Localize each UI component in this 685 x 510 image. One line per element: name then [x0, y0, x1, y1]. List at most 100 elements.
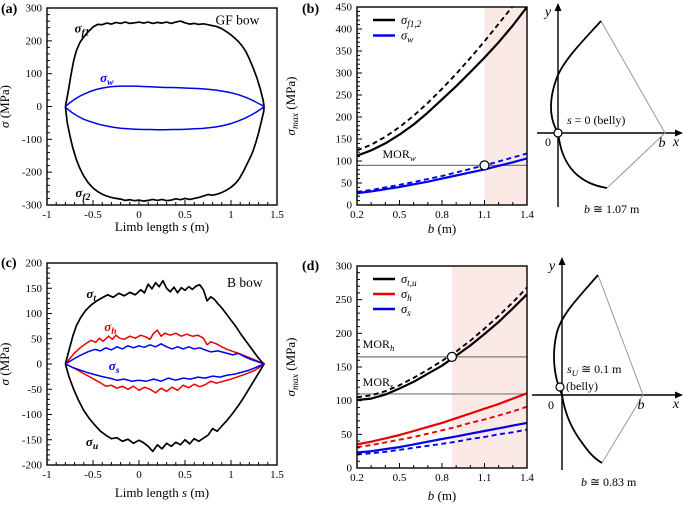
y-tick-label: 0: [37, 101, 43, 113]
panel-a: -1 -0.5 0 0.5 1 1.5 -300 -200 -100 0 100 200 300 Limb…: [0, 3, 284, 235]
y-axis-arrow: [554, 3, 562, 11]
annotation-1: σw: [100, 70, 114, 88]
origin-label: 0: [545, 135, 551, 149]
panel-c: -1 -0.5 0 0.5 1 1.5 -200 -150 -100 -50 0 50 100 150 20…: [0, 258, 284, 501]
panel-b: MORw 0.2 0.5 0.8 1.1 1.4 0 50 100 150 200 250 300 350…: [283, 2, 534, 237]
b-point-label: b: [638, 398, 645, 413]
x-tick-label: -0.5: [84, 209, 102, 221]
y-tick-label: -200: [22, 167, 43, 179]
belly-point-marker: [555, 382, 565, 392]
y-axis-label: σ (MPa): [0, 85, 12, 128]
y-tick-label: 200: [26, 35, 43, 47]
b-point-label: b: [659, 136, 666, 151]
y-tick-label: 300: [336, 261, 353, 273]
x-tick-label: -1: [42, 469, 51, 481]
panel-d-letter: (d): [302, 259, 320, 274]
y-axis-label: σmax (MPa): [283, 77, 301, 136]
annotation-2: σs: [109, 358, 120, 376]
y-tick-label: 100: [336, 395, 353, 407]
y-tick-label: 350: [336, 46, 353, 58]
bow-shape-b-diagram: y x 0 b sU ≅ 0.1 m(belly) b ≅ 0.83 m: [532, 257, 683, 489]
x-tick-label: 0.8: [435, 472, 449, 484]
panel-b-letter: (b): [302, 2, 320, 17]
annotation-0: σt: [86, 286, 96, 304]
y-axis-arrow: [558, 257, 566, 265]
series-sigma-tu-solid: [357, 293, 527, 402]
y-tick-label: 200: [336, 112, 353, 124]
bow-limb-lower: [561, 394, 603, 464]
x-tick-label: 1.1: [478, 209, 492, 221]
series-sigma-w-dashed: [357, 152, 527, 193]
x-tick-label: 1.5: [270, 209, 284, 221]
mor-label-0: MORw: [383, 147, 416, 163]
y-tick-label: -100: [22, 134, 43, 146]
legend-label-0: σf1,2: [401, 13, 422, 30]
x-tick-label: 0.5: [393, 472, 407, 484]
panel-d: MORh MORs 0.2 0.5 0.8 1.1 1.4 0 50 100 150 200 250 30…: [283, 261, 534, 504]
marker-circle-0: [479, 160, 490, 171]
x-axis-arrow: [675, 391, 683, 399]
y-axis-label: σmax (MPa): [283, 338, 301, 397]
x-tick-label: -0.5: [84, 469, 102, 481]
x-axis-label: b (m): [428, 488, 457, 503]
series-sigma-h-loop: [64, 329, 265, 394]
x-tick-label: -1: [42, 209, 51, 221]
mor-label-1: MORs: [363, 375, 394, 391]
bow-shape-gf-diagram: y x 0 b s = 0 (belly) b ≅ 1.07 m: [537, 3, 683, 216]
y-axis-name: y: [543, 5, 552, 20]
x-tick-label: 1: [228, 469, 234, 481]
x-axis-label: Limb length s (m): [115, 219, 209, 234]
x-tick-label: 0: [136, 209, 142, 221]
x-tick-label: 1.1: [478, 472, 492, 484]
x-tick-label: 0.5: [178, 469, 192, 481]
y-tick-label: -300: [22, 200, 43, 212]
y-axis-label: σ (MPa): [0, 343, 12, 386]
series-sigma-h-dashed: [357, 405, 527, 449]
series-sigma-f12-dashed: [357, 7, 514, 152]
series-sigma-w-loop: [64, 85, 265, 131]
x-tick-label: 0.5: [178, 209, 192, 221]
annotation-2: σf2: [75, 185, 90, 203]
y-tick-label: 450: [336, 2, 353, 14]
x-axis-arrow: [675, 129, 683, 137]
y-tick-label: 0: [37, 359, 43, 371]
belly-point-marker: [553, 128, 563, 138]
ticks: [356, 265, 528, 469]
y-tick-label: 250: [336, 294, 353, 306]
y-tick-label: 150: [26, 283, 43, 295]
bowstring-line-0: [597, 274, 644, 396]
y-tick-label: 0: [347, 200, 353, 212]
x-tick-label: 0: [136, 469, 142, 481]
legend-label-1: σh: [401, 287, 412, 304]
series-sigma-s-dashed: [357, 428, 527, 456]
series-sigma-s-loop: [65, 343, 265, 382]
series-sigma-t-u-loop: [64, 279, 265, 453]
series-sigma-s-solid: [357, 421, 527, 454]
bow-limb-upper: [550, 20, 602, 134]
y-tick-label: 150: [336, 134, 353, 146]
series-sigma-h-solid: [357, 392, 527, 446]
legend-label-1: σw: [401, 29, 414, 46]
x-tick-label: 0.5: [393, 209, 407, 221]
y-tick-label: 200: [26, 258, 43, 270]
annotation-3: GF bow: [215, 12, 259, 27]
shaded-region: [484, 7, 527, 205]
bow-limb-lower: [557, 132, 608, 189]
ticks: [356, 6, 528, 206]
y-tick-label: 100: [336, 156, 353, 168]
shaded-region: [451, 266, 527, 468]
x-axis-label: Limb length s (m): [115, 485, 209, 500]
y-tick-label: 300: [336, 68, 353, 80]
origin-label: 0: [548, 398, 554, 412]
y-tick-label: 250: [336, 90, 353, 102]
y-tick-label: 200: [336, 328, 353, 340]
belly-label: s = 0 (belly): [567, 113, 625, 127]
annotation-3: σu: [86, 434, 99, 452]
y-tick-label: 150: [336, 362, 353, 374]
x-tick-label: 1.4: [520, 209, 534, 221]
marker-circle-0: [446, 351, 458, 363]
legend-label-2: σs: [401, 302, 411, 319]
annotation-4: B bow: [227, 275, 263, 290]
annotation-1: σh: [104, 319, 116, 337]
